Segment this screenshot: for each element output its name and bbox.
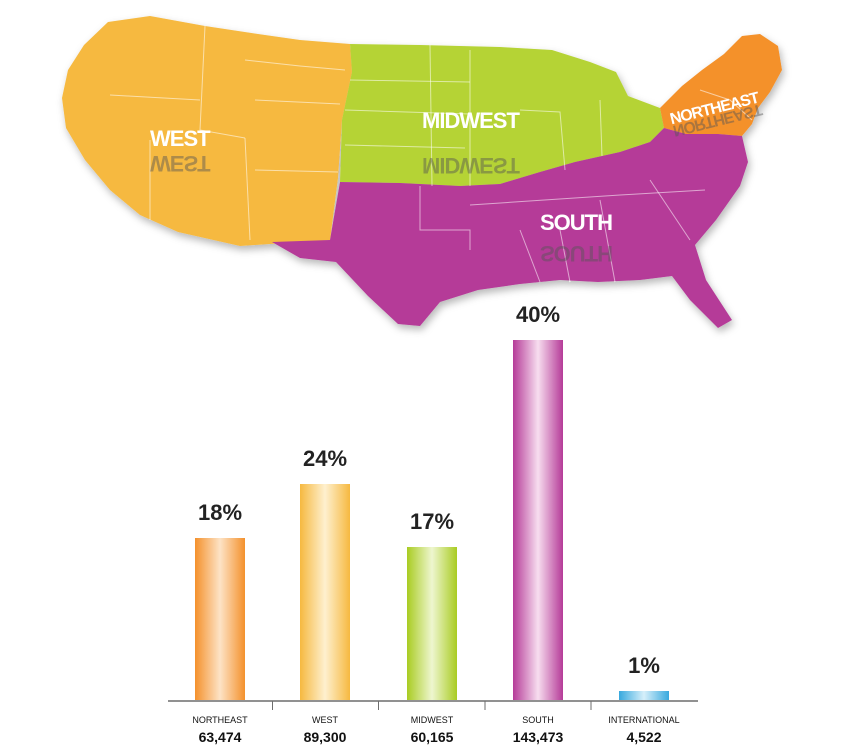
percent-label-northeast: 18% bbox=[198, 500, 242, 525]
category-label-international: INTERNATIONAL bbox=[608, 715, 679, 725]
state-borders bbox=[109, 25, 753, 283]
map-label-midwest-reflection: MIDWEST bbox=[422, 153, 520, 178]
bars bbox=[195, 340, 669, 700]
bar-international bbox=[619, 691, 669, 700]
map-label-west: WEST bbox=[150, 126, 211, 151]
value-label-west: 89,300 bbox=[304, 729, 347, 745]
value-label-midwest: 60,165 bbox=[411, 729, 454, 745]
map-label-south: SOUTH bbox=[540, 210, 612, 235]
bar-northeast bbox=[195, 538, 245, 700]
bar-midwest bbox=[407, 547, 457, 700]
category-label-northeast: NORTHEAST bbox=[192, 715, 248, 725]
map-region-northeast bbox=[660, 34, 782, 136]
value-label-northeast: 63,474 bbox=[199, 729, 242, 745]
bar-labels: 18% NORTHEAST 63,474 24% WEST 89,300 17% MIDWES… bbox=[192, 302, 679, 745]
bar-west bbox=[300, 484, 350, 700]
map-region-midwest bbox=[340, 44, 664, 186]
us-regions-map: WEST WEST MIDWEST MIDWEST SOUTH SOUTH NO… bbox=[62, 16, 782, 328]
category-separators bbox=[272, 701, 592, 710]
percent-label-south: 40% bbox=[516, 302, 560, 327]
category-label-south: SOUTH bbox=[522, 715, 554, 725]
category-label-midwest: MIDWEST bbox=[411, 715, 454, 725]
value-label-south: 143,473 bbox=[513, 729, 564, 745]
bar-chart: 18% NORTHEAST 63,474 24% WEST 89,300 17% MIDWES… bbox=[168, 302, 698, 745]
map-label-west-reflection: WEST bbox=[150, 151, 211, 176]
map-label-midwest: MIDWEST bbox=[422, 108, 520, 133]
percent-label-west: 24% bbox=[303, 446, 347, 471]
value-label-international: 4,522 bbox=[626, 729, 661, 745]
category-label-west: WEST bbox=[312, 715, 339, 725]
map-region-south bbox=[272, 128, 748, 328]
percent-label-international: 1% bbox=[628, 653, 660, 678]
percent-label-midwest: 17% bbox=[410, 509, 454, 534]
bar-south bbox=[513, 340, 563, 700]
map-label-south-reflection: SOUTH bbox=[540, 241, 612, 266]
